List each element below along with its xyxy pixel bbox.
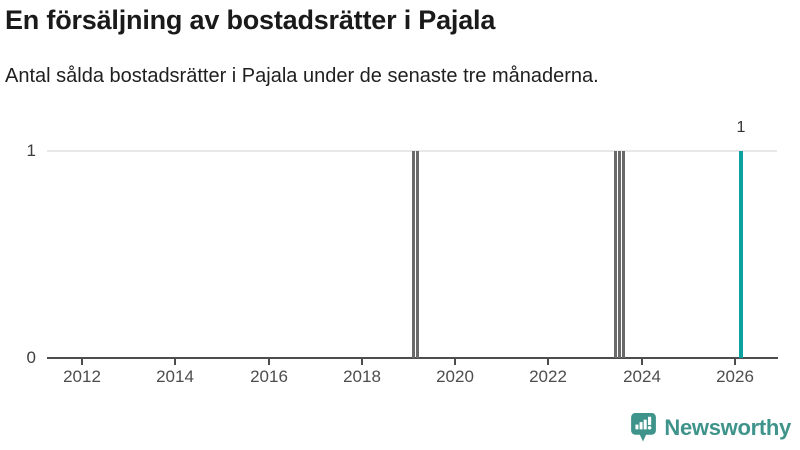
x-tick-label: 2024	[623, 367, 661, 386]
bar-past-month	[618, 151, 621, 358]
x-tick-label: 2014	[156, 367, 194, 386]
bar-past-month	[622, 151, 625, 358]
newsworthy-logo-text: Newsworthy	[664, 414, 791, 440]
bar-past-month	[412, 151, 415, 358]
x-axis-tick	[268, 359, 270, 365]
x-axis-tick	[641, 359, 643, 365]
y-tick-label: 1	[26, 141, 36, 160]
x-axis-tick	[547, 359, 549, 365]
newsworthy-logo[interactable]: Newsworthy	[630, 412, 791, 443]
y-tick-label: 0	[26, 348, 36, 367]
x-axis-tick	[454, 359, 456, 365]
x-tick-label: 2012	[63, 367, 101, 386]
x-axis-tick	[734, 359, 736, 365]
x-axis-tick	[81, 359, 83, 365]
x-tick-label: 2020	[436, 367, 474, 386]
x-tick-label: 2026	[716, 367, 754, 386]
bar-past-month	[614, 151, 617, 358]
x-tick-label: 2022	[529, 367, 567, 386]
x-tick-label: 2016	[250, 367, 288, 386]
bar-value-label: 1	[736, 119, 746, 136]
x-axis-tick	[174, 359, 176, 365]
chart-title: En försäljning av bostadsrätter i Pajala	[5, 5, 496, 35]
bar-latest-month	[739, 151, 743, 358]
x-axis-line	[47, 357, 778, 359]
bar-past-month	[416, 151, 419, 358]
chart-subtitle: Antal sålda bostadsrätter i Pajala under…	[5, 65, 599, 87]
x-axis-tick	[361, 359, 363, 365]
x-tick-label: 2018	[343, 367, 381, 386]
newsworthy-speech-bubble-bar-chart-icon	[631, 413, 657, 442]
